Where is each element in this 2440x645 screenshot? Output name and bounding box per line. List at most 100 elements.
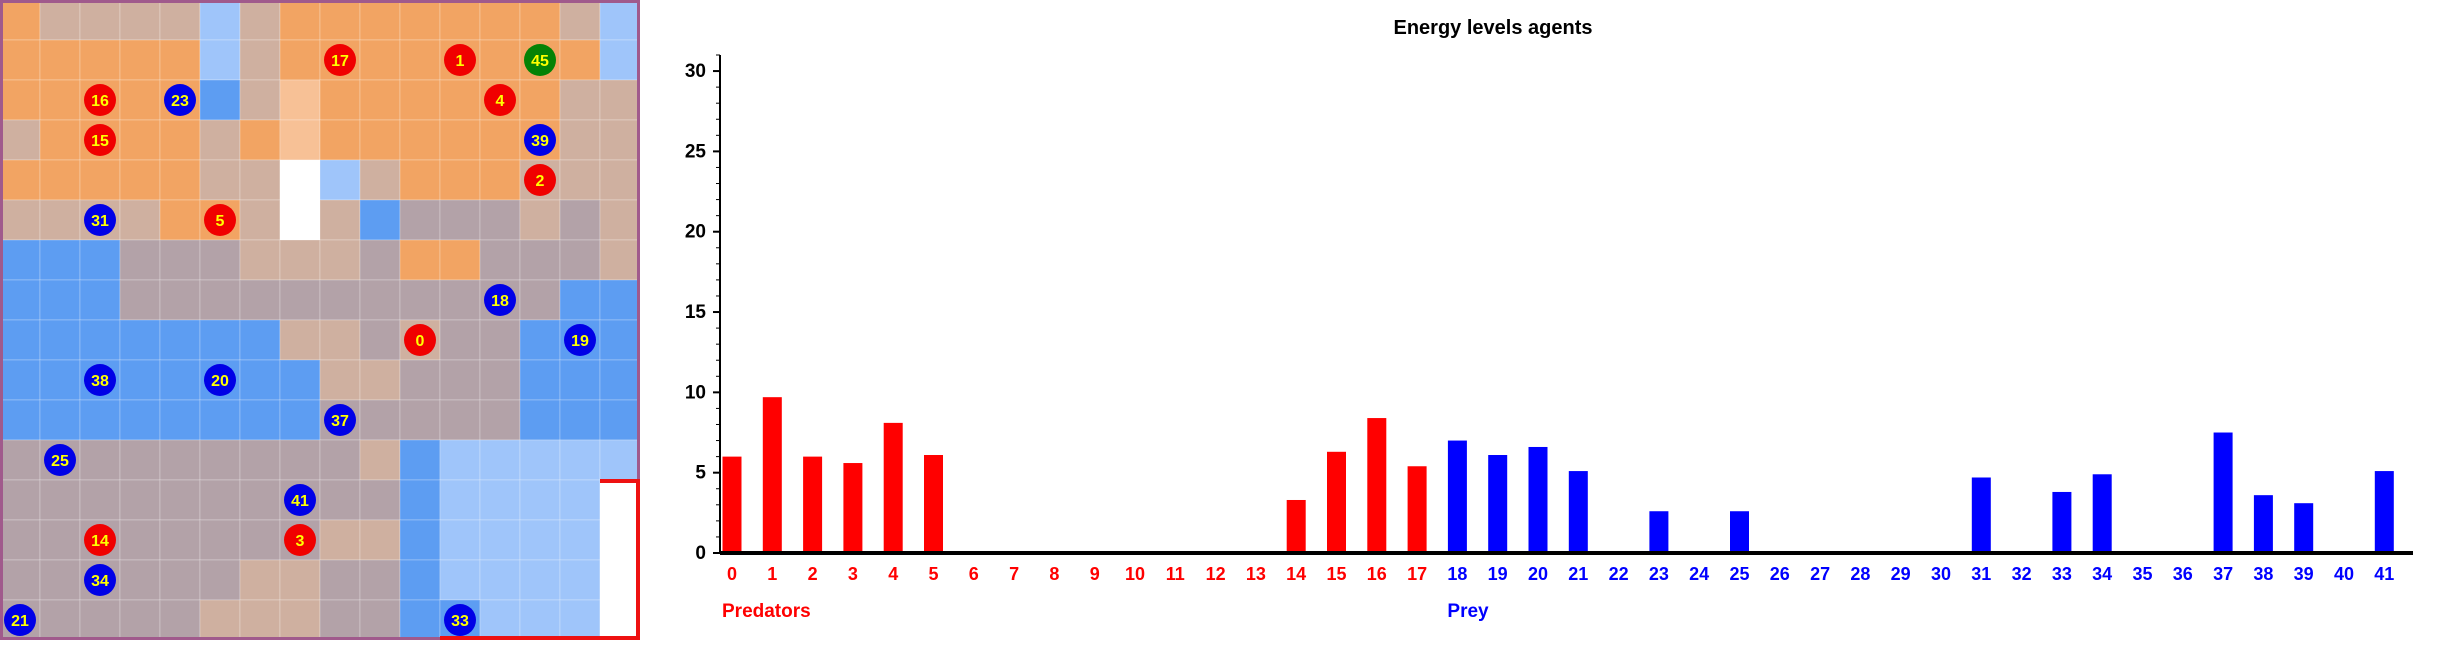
x-tick-label: 37: [2213, 564, 2233, 584]
agent-predator: 0: [404, 324, 436, 356]
grid-cell: [119, 519, 161, 561]
grid-svg: 17 1 45 16 23 4 15 39 2 31 5 18 0 19 38 20 37 25 41 14 3 34 21…: [0, 0, 641, 641]
grid-cell: [359, 79, 401, 121]
agent-prey: 31: [84, 204, 116, 236]
grid-cell: [599, 239, 641, 281]
grid-cell: [39, 239, 81, 281]
grid-cell: [359, 439, 401, 481]
grid-cell: [79, 239, 121, 281]
agent-marker: [524, 164, 556, 196]
grid-cell: [559, 119, 601, 161]
grid-cell: [239, 479, 281, 521]
agent-marker: [204, 204, 236, 236]
grid-cell: [159, 399, 201, 441]
grid-cell: [199, 319, 241, 361]
grid-cell: [319, 199, 361, 241]
agent-label: 14: [91, 533, 109, 550]
agent-marker: [84, 524, 116, 556]
agent-prey: 33: [444, 604, 476, 636]
bar-16: [1367, 418, 1387, 553]
agent-label: 23: [171, 93, 189, 110]
grid-cell: [319, 359, 361, 401]
grid-cell: [559, 519, 601, 561]
grid-cell: [599, 559, 641, 601]
grid-cell: [199, 0, 241, 41]
grid-cell: [119, 479, 161, 521]
grid-cell: [559, 479, 601, 521]
grid-cell: [319, 239, 361, 281]
grid-cell: [279, 39, 321, 81]
grid-cell: [0, 559, 41, 601]
x-tick-label: 17: [1407, 564, 1427, 584]
grid-cell: [359, 599, 401, 641]
agent-prey: 19: [564, 324, 596, 356]
x-tick-label: 12: [1206, 564, 1226, 584]
grid-cell: [479, 199, 521, 241]
grid-cell: [239, 519, 281, 561]
grid-cell: [559, 599, 601, 641]
grid-cell: [479, 39, 521, 81]
x-tick-label: 6: [969, 564, 979, 584]
grid-cell: [279, 279, 321, 321]
grid-cell: [199, 279, 241, 321]
grid-cell: [519, 479, 561, 521]
grid-cell: [39, 119, 81, 161]
bar-17: [1407, 466, 1427, 553]
grid-cell: [439, 239, 481, 281]
x-tick-label: 30: [1931, 564, 1951, 584]
x-tick-label: 29: [1891, 564, 1911, 584]
bar-4: [883, 422, 903, 553]
agent-marker: [84, 84, 116, 116]
grid-cell: [279, 119, 321, 161]
x-tick-label: 19: [1488, 564, 1508, 584]
x-tick-label: 18: [1447, 564, 1467, 584]
grid-cell: [39, 79, 81, 121]
grid-cell: [239, 599, 281, 641]
grid-cell: [479, 319, 521, 361]
agent-label: 16: [91, 93, 109, 110]
grid-cell: [599, 79, 641, 121]
grid-cell: [79, 599, 121, 641]
grid-cell: [0, 119, 41, 161]
grid-cell: [279, 439, 321, 481]
grid-cell: [239, 199, 281, 241]
grid-cell: [519, 599, 561, 641]
grid-cell: [199, 119, 241, 161]
bar-0: [722, 456, 742, 553]
grid-cell: [199, 559, 241, 601]
grid-cell: [599, 359, 641, 401]
agent-marker: [284, 524, 316, 556]
grid-cell: [239, 159, 281, 201]
grid-cell: [119, 399, 161, 441]
grid-cell: [359, 159, 401, 201]
grid-cell: [399, 599, 441, 641]
grid-cell: [319, 279, 361, 321]
bar-5: [924, 455, 943, 553]
grid-cell: [199, 239, 241, 281]
x-tick-label: 27: [1810, 564, 1830, 584]
grid-cell: [239, 119, 281, 161]
grid-cell: [159, 279, 201, 321]
grid-cell: [199, 159, 241, 201]
grid-cell: [199, 39, 241, 81]
grid-cell: [519, 0, 561, 41]
agent-marker: [484, 84, 516, 116]
grid-cell: [439, 199, 481, 241]
grid-cell: [519, 519, 561, 561]
grid-cell: [519, 79, 561, 121]
grid-cell: [239, 559, 281, 601]
grid-cell: [559, 359, 601, 401]
y-tick-label: 20: [685, 222, 706, 243]
grid-cell: [439, 559, 481, 601]
x-tick-label: 14: [1286, 564, 1306, 584]
grid-cell: [79, 399, 121, 441]
grid-cell: [359, 119, 401, 161]
agent-marker: [204, 364, 236, 396]
grid-cell: [399, 439, 441, 481]
x-tick-label: 34: [2092, 564, 2112, 584]
grid-cell: [279, 239, 321, 281]
agent-marker: [84, 364, 116, 396]
grid-cell: [599, 279, 641, 321]
grid-cell: [79, 479, 121, 521]
